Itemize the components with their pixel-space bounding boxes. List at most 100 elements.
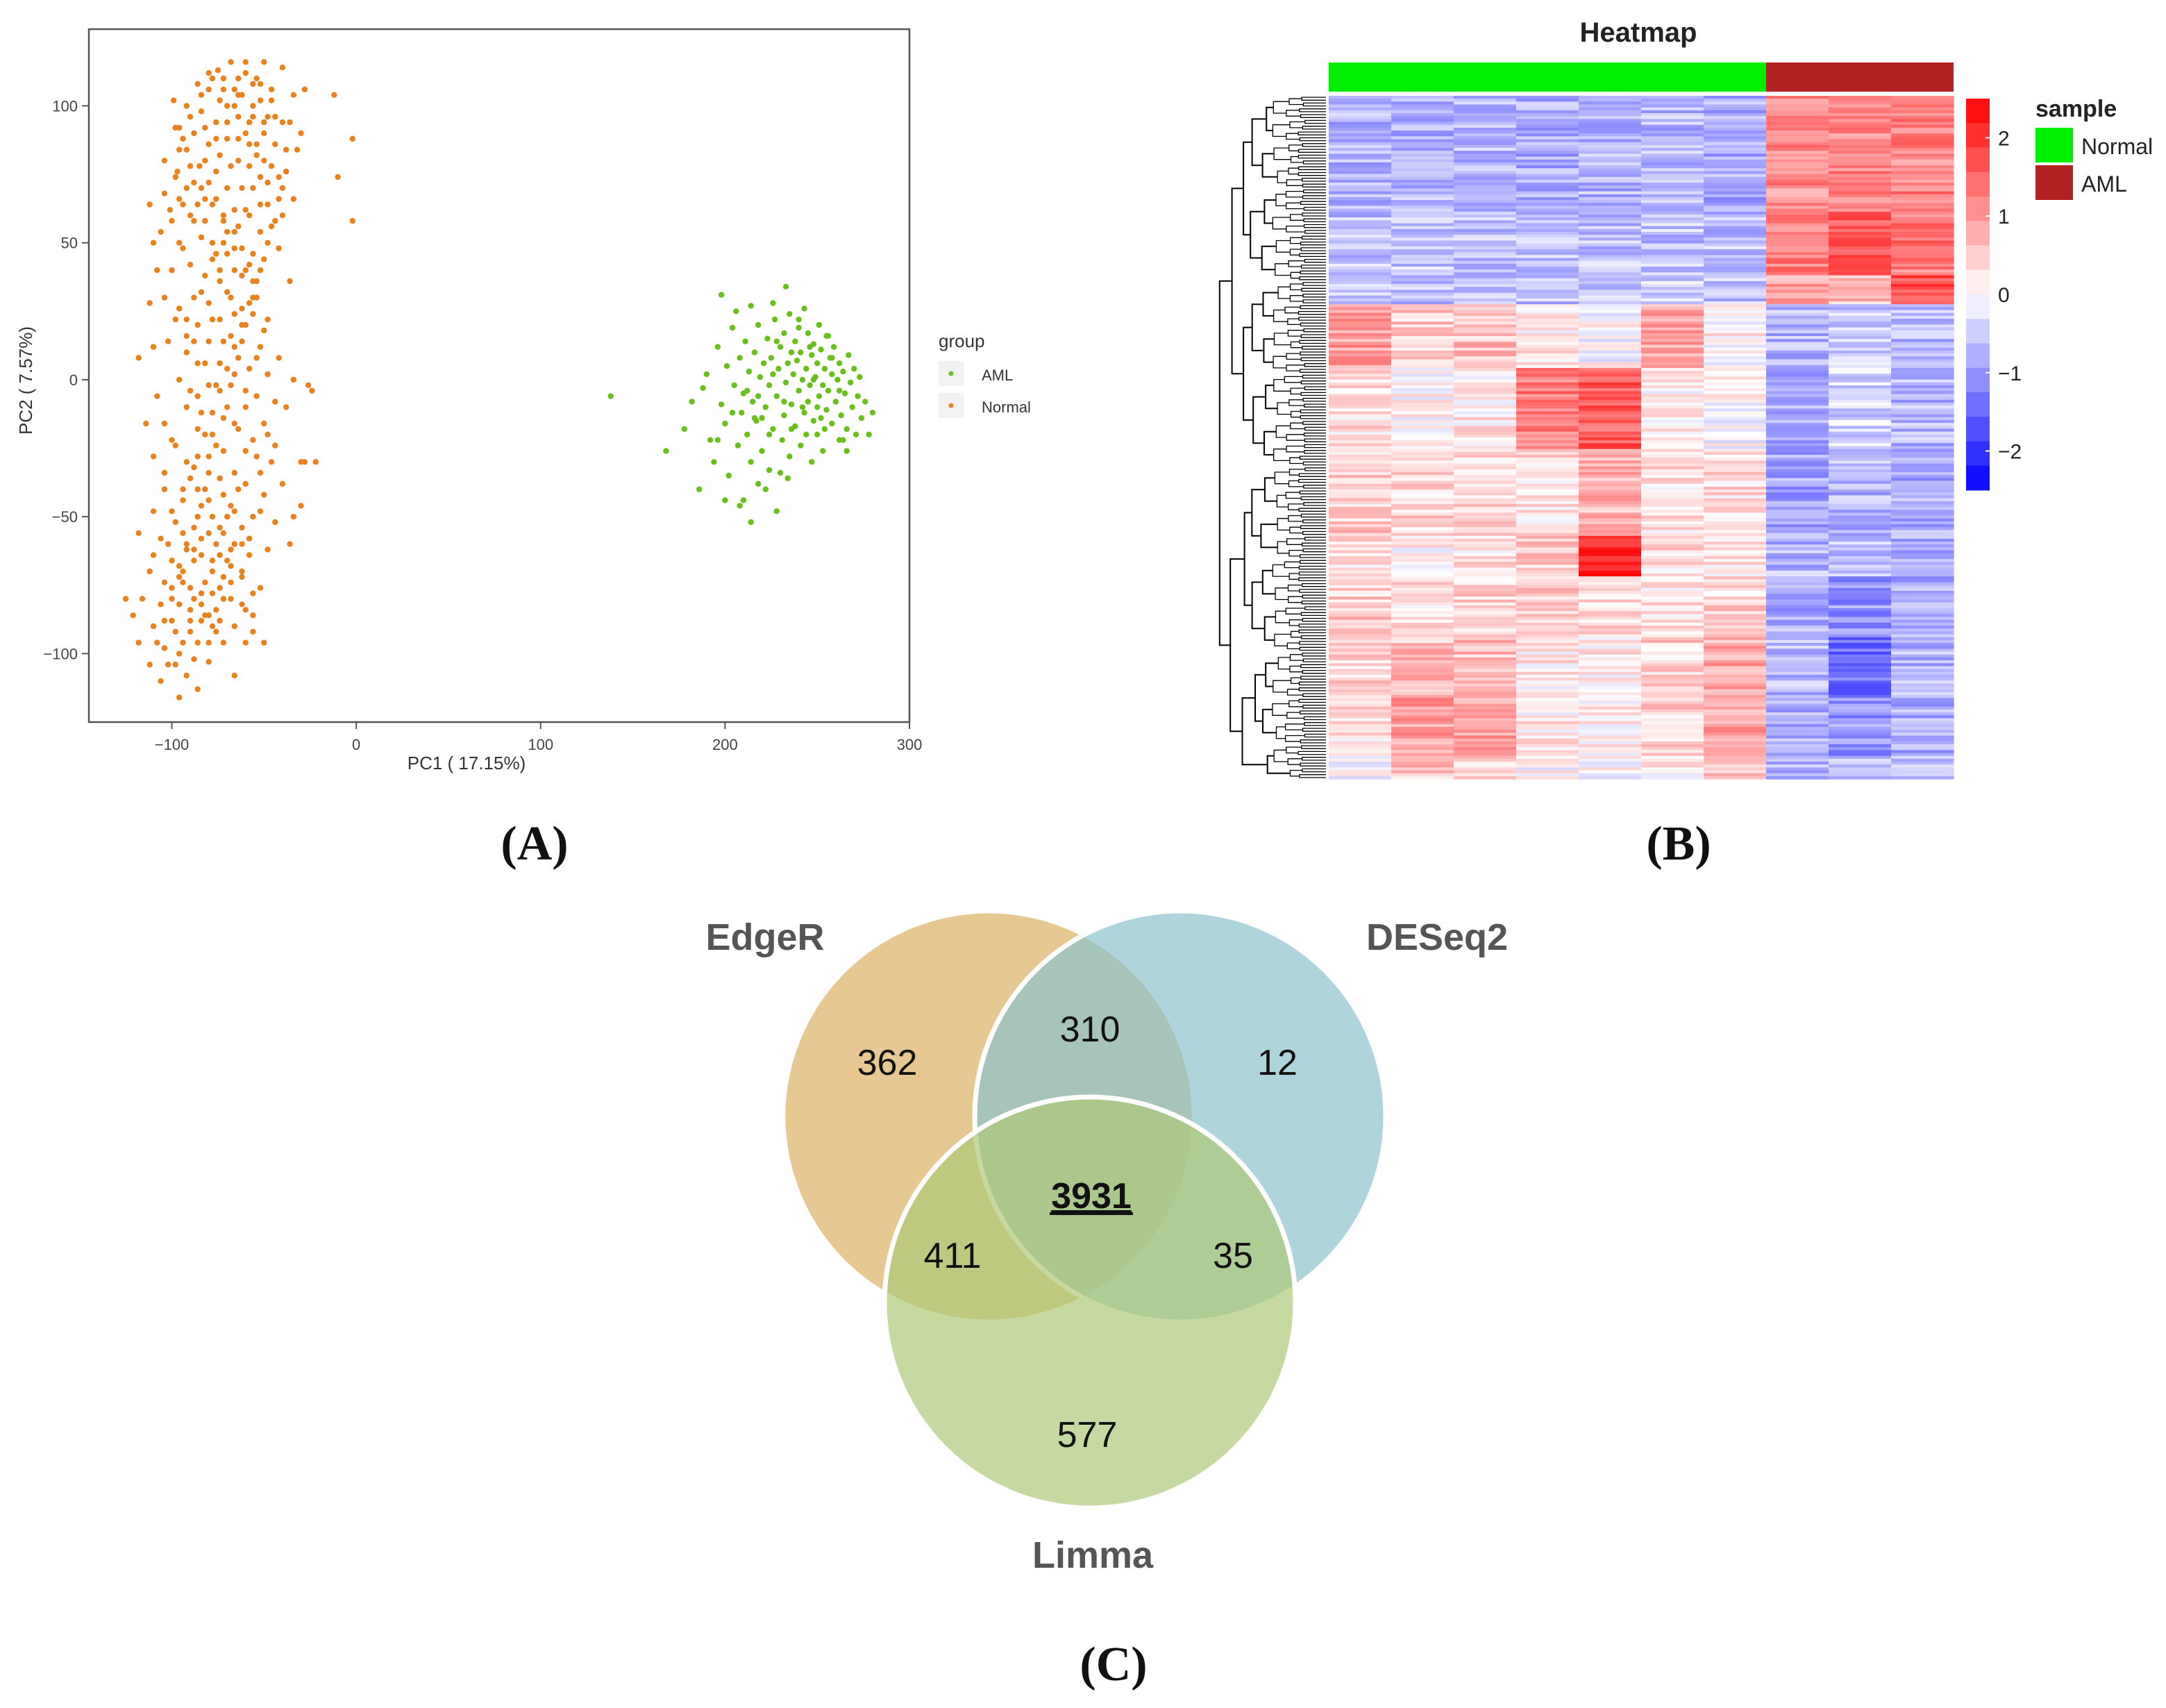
heatmap-cell (1766, 521, 1829, 525)
pca-point-aml (805, 399, 812, 405)
heatmap-cell (1766, 671, 1829, 676)
heatmap-cell (1829, 333, 1892, 337)
heatmap-cell (1641, 194, 1704, 198)
pca-point-aml (762, 486, 769, 492)
heatmap-cell (1329, 127, 1392, 131)
heatmap-cell (1891, 437, 1954, 441)
heatmap-cell (1766, 272, 1829, 276)
heatmap-cell (1704, 535, 1767, 539)
dendrogram-branch (1299, 641, 1326, 645)
pca-point-aml (830, 344, 837, 350)
heatmap-cell (1829, 362, 1892, 366)
heatmap-cell (1766, 712, 1829, 716)
heatmap-cell (1579, 231, 1642, 235)
pca-point-aml (807, 382, 813, 388)
heatmap-cell (1704, 594, 1767, 597)
heatmap-cell (1391, 217, 1454, 221)
pca-point-normal (231, 672, 237, 679)
heatmap-cell (1891, 455, 1954, 458)
heatmap-cell (1704, 489, 1767, 493)
pca-point-normal (209, 514, 216, 520)
heatmap-cell (1829, 486, 1892, 490)
heatmap-cell (1579, 585, 1642, 589)
heatmap-cell (1516, 648, 1579, 653)
heatmap-cell (1829, 495, 1892, 499)
pca-point-aml (843, 448, 850, 454)
pca-point-normal (220, 338, 227, 344)
heatmap-cell (1766, 243, 1829, 247)
heatmap-cell (1516, 753, 1579, 757)
pca-point-normal (187, 585, 194, 591)
heatmap-cell (1891, 267, 1954, 270)
heatmap-cell (1891, 426, 1954, 430)
heatmap-cell (1891, 570, 1954, 574)
heatmap-cell (1766, 518, 1829, 522)
heatmap-cell (1766, 396, 1829, 401)
heatmap-cell (1704, 533, 1767, 537)
pca-point-normal (220, 217, 227, 224)
pca-point-normal (287, 119, 293, 126)
heatmap-cell (1891, 683, 1954, 687)
heatmap-cell (1391, 695, 1454, 698)
dendrogram-branch (1302, 212, 1326, 217)
dendrogram-branch (1301, 745, 1326, 749)
pca-point-normal (235, 223, 242, 230)
heatmap-cell (1516, 443, 1579, 447)
pca-point-normal (257, 81, 264, 87)
heatmap-cell (1329, 347, 1392, 351)
heatmap-cell (1579, 660, 1642, 664)
heatmap-cell (1829, 382, 1892, 386)
heatmap-cell (1391, 188, 1454, 192)
heatmap-cell (1704, 480, 1767, 485)
heatmap-cell (1329, 185, 1392, 190)
heatmap-cell (1454, 344, 1517, 349)
heatmap-cell (1829, 695, 1892, 698)
heatmap-cell (1704, 243, 1767, 247)
dendrogram-branch (1286, 434, 1305, 441)
heatmap-cell (1891, 402, 1954, 406)
heatmap-legend-label-aml: AML (2081, 171, 2127, 196)
pca-point-normal (220, 415, 227, 421)
pca-point-normal (183, 146, 190, 153)
heatmap-cell (1766, 324, 1829, 328)
pca-point-normal (228, 503, 234, 509)
pca-point-normal (213, 442, 219, 449)
heatmap-cell (1391, 489, 1454, 493)
heatmap-cell (1704, 475, 1767, 478)
pca-point-normal (213, 196, 219, 202)
heatmap-cell (1891, 617, 1954, 621)
heatmap-cell (1391, 449, 1454, 453)
heatmap-cell (1829, 469, 1892, 473)
dendrogram-branch (1304, 363, 1326, 367)
heatmap-cell (1891, 579, 1954, 583)
heatmap-cell (1516, 478, 1579, 482)
heatmap-cell (1766, 359, 1829, 363)
heatmap-cell (1891, 587, 1954, 592)
heatmap-cell (1829, 116, 1892, 119)
heatmap-cell (1641, 304, 1704, 308)
heatmap-cell (1829, 255, 1892, 259)
heatmap-cell (1766, 356, 1829, 360)
heatmap-cell (1891, 136, 1954, 140)
heatmap-cell (1641, 648, 1704, 653)
dendrogram-branch (1288, 144, 1303, 151)
heatmap-cell (1766, 379, 1829, 383)
heatmap-cell (1641, 663, 1704, 667)
dendrogram-branch (1251, 303, 1264, 351)
heatmap-cell (1516, 226, 1579, 230)
heatmap-cell (1766, 626, 1829, 629)
pca-point-normal (239, 305, 245, 312)
heatmap-cell (1516, 139, 1579, 143)
heatmap-cell (1641, 200, 1704, 203)
heatmap-cell (1516, 183, 1579, 186)
pca-point-normal (239, 272, 245, 279)
heatmap-cell (1579, 315, 1642, 319)
heatmap-cell (1891, 419, 1954, 424)
heatmap-cell (1766, 151, 1829, 154)
heatmap-cell (1704, 307, 1767, 311)
heatmap-cell (1829, 301, 1892, 305)
pca-point-normal (268, 163, 275, 169)
heatmap-cell (1766, 483, 1829, 487)
heatmap-cell (1891, 367, 1954, 371)
heatmap-cell (1579, 336, 1642, 340)
